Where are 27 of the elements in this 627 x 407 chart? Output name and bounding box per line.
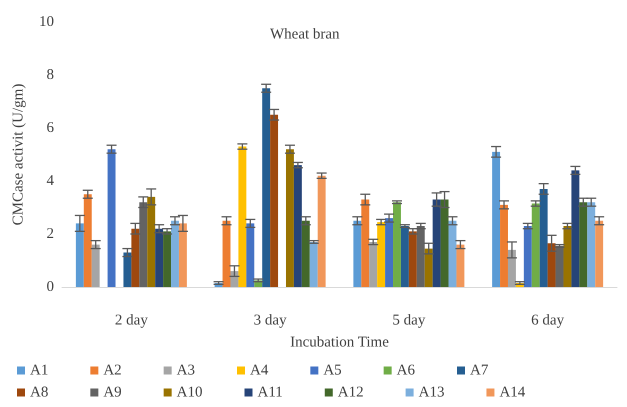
x-tick-label: 5 day <box>392 312 426 328</box>
legend-label: A7 <box>470 362 489 378</box>
legend-label: A8 <box>30 384 48 400</box>
legend-label: A4 <box>250 362 269 378</box>
x-tick-label: 2 day <box>114 312 148 328</box>
y-tick-label: 8 <box>46 67 54 83</box>
legend-label: A1 <box>30 362 48 378</box>
y-tick-label: 10 <box>39 14 54 30</box>
y-tick-label: 0 <box>46 279 54 295</box>
x-tick-label: 3 day <box>254 312 288 328</box>
legend-label: A11 <box>258 384 283 400</box>
legend-label: A2 <box>103 362 122 378</box>
x-axis-title: Incubation Time <box>290 334 390 350</box>
legend-label: A9 <box>103 384 122 400</box>
y-tick-label: 6 <box>46 120 54 136</box>
legend-label: A6 <box>396 362 416 378</box>
legend-label: A13 <box>418 384 444 400</box>
legend-label: A10 <box>176 384 203 400</box>
legend-label: A3 <box>176 362 196 378</box>
legend-label: A12 <box>338 384 364 400</box>
y-tick-label: 4 <box>46 173 54 189</box>
y-axis-title: CMCase activit (U/gm) <box>10 84 26 226</box>
legend-label: A5 <box>323 362 342 378</box>
y-tick-label: 2 <box>46 226 54 242</box>
chart-title: Wheat bran <box>270 26 340 42</box>
legend-label: A14 <box>499 384 526 400</box>
x-tick-label: 6 day <box>531 312 565 328</box>
